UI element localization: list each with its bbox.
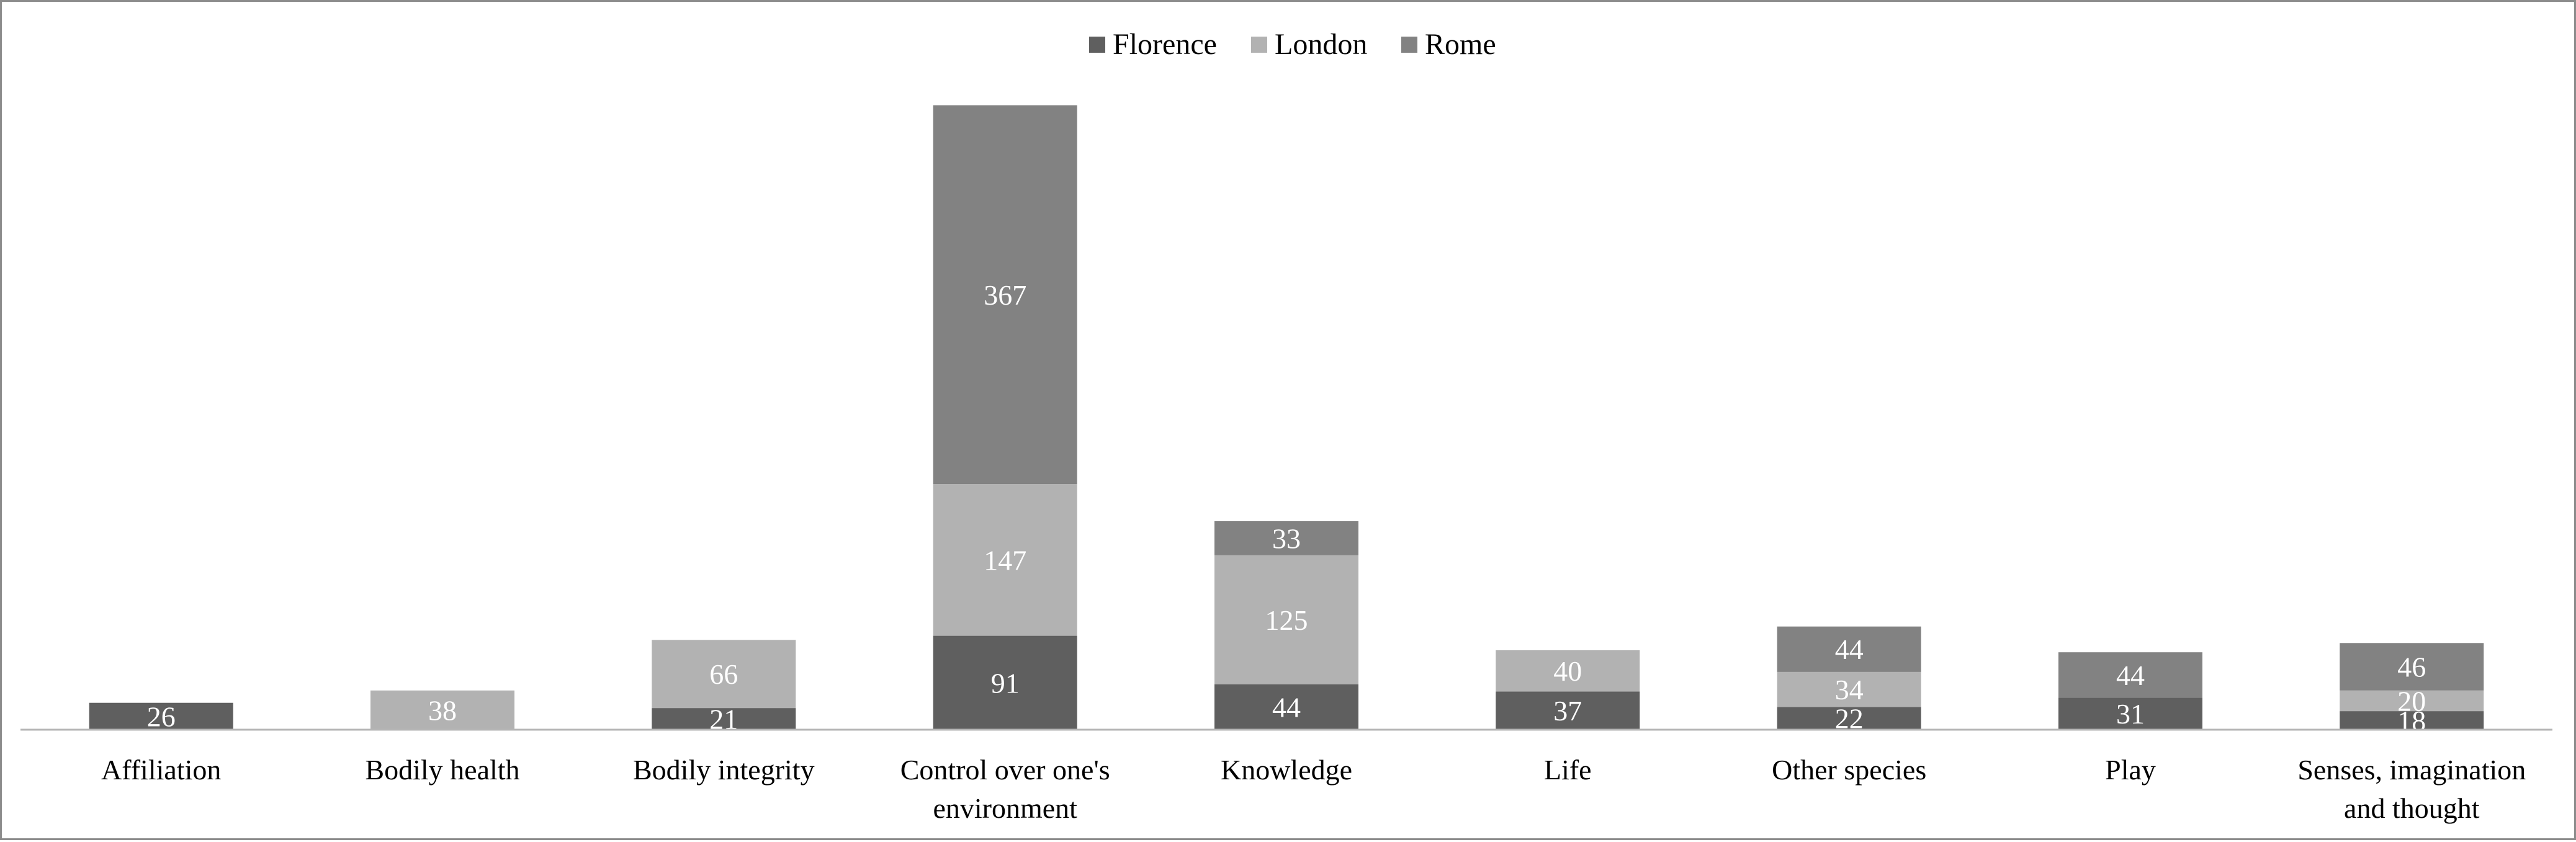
bar-7-0 (2058, 697, 2202, 730)
category-label-line: Bodily health (365, 754, 519, 786)
category-label-8: Senses, imagination and thought (2297, 754, 2526, 824)
legend-label-0: Florence (1113, 28, 1217, 61)
bar-6-0 (1777, 707, 1921, 730)
bar-6-2 (1777, 626, 1921, 672)
data-label-5-1: 40 (1553, 655, 1582, 687)
category-label-line: Control over one's (900, 754, 1110, 786)
category-label-5: Life (1544, 754, 1592, 786)
bar-5-0 (1496, 691, 1640, 730)
data-label-3-2: 367 (984, 279, 1026, 311)
bar-4-0 (1214, 684, 1358, 730)
data-label-6-2: 44 (1835, 634, 1864, 665)
data-label-3-0: 91 (991, 667, 1020, 699)
bar-8-2 (2340, 643, 2484, 691)
data-label-4-0: 44 (1272, 691, 1301, 723)
category-label-line: environment (933, 792, 1077, 824)
data-label-3-1: 147 (984, 544, 1026, 576)
category-label-0: Affiliation (101, 754, 221, 786)
data-label-0-0: 26 (147, 701, 176, 732)
category-label-line: Affiliation (101, 754, 221, 786)
bar-8-0 (2340, 711, 2484, 730)
bar-3-2 (933, 105, 1077, 485)
category-label-3: Control over one's environment (900, 754, 1110, 824)
category-label-7: Play (2105, 754, 2156, 786)
legend-swatch-2 (1401, 37, 1417, 53)
data-label-2-1: 66 (709, 658, 738, 690)
bar-3-0 (933, 635, 1077, 730)
category-label-line: Bodily integrity (633, 754, 815, 786)
legend: Florence London Rome (1089, 28, 1496, 61)
category-label-line: Play (2105, 754, 2156, 786)
category-label-line: Other species (1772, 754, 1926, 786)
bar-4-2 (1214, 521, 1358, 555)
data-label-7-2: 44 (2116, 660, 2145, 691)
legend-label-1: London (1275, 28, 1367, 61)
category-label-4: Knowledge (1221, 754, 1352, 786)
category-label-line: Senses, imagination (2297, 754, 2526, 786)
bar-0-0 (89, 702, 233, 730)
bar-7-2 (2058, 652, 2202, 698)
category-label-line: Knowledge (1221, 754, 1352, 786)
bar-3-1 (933, 484, 1077, 636)
bar-1-1 (370, 690, 514, 730)
data-label-1-1: 38 (428, 694, 457, 726)
bar-2-0 (652, 708, 796, 730)
legend-swatch-0 (1089, 37, 1105, 53)
bar-2-1 (652, 640, 796, 709)
bar-5-1 (1496, 650, 1640, 692)
category-label-line: and thought (2344, 792, 2480, 824)
data-label-7-0: 31 (2116, 698, 2145, 730)
data-label-8-2: 46 (2397, 652, 2426, 683)
data-label-6-1: 34 (1835, 674, 1864, 705)
bar-8-1 (2340, 690, 2484, 712)
x-axis-tick-labels: Affiliation Bodily health Bodily integrity… (101, 754, 2526, 824)
category-label-6: Other species (1772, 754, 1926, 786)
bar-4-1 (1214, 555, 1358, 684)
category-label-line: Life (1544, 754, 1592, 786)
data-label-4-1: 125 (1265, 604, 1308, 636)
data-label-5-0: 37 (1553, 695, 1582, 727)
legend-swatch-1 (1251, 37, 1267, 53)
legend-label-2: Rome (1425, 28, 1496, 61)
data-label-4-2: 33 (1272, 522, 1301, 554)
bar-6-1 (1777, 671, 1921, 707)
category-label-1: Bodily health (365, 754, 519, 786)
category-label-2: Bodily integrity (633, 754, 815, 786)
data-label-8-1: 20 (2397, 685, 2426, 717)
